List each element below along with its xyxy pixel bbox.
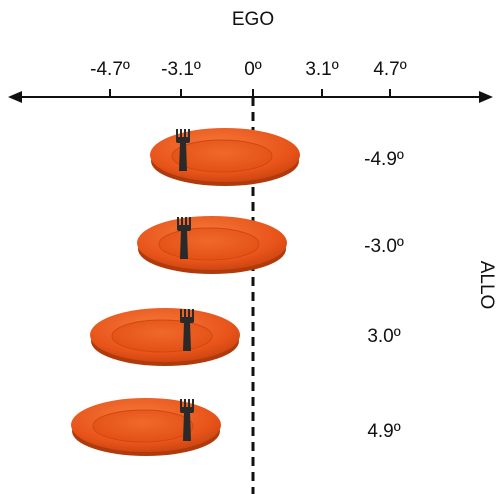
fork-tine	[188, 399, 190, 409]
plate-with-fork	[137, 216, 287, 274]
fork-handle	[179, 142, 187, 171]
content: -4.7º -3.1º 0º 3.1º 4.7º -4.9º -3.0º 3.0º 4.9º	[71, 59, 407, 456]
allo-row-label: -4.9º	[364, 149, 404, 170]
allo-label: ALLO	[476, 261, 497, 310]
plate-well	[172, 140, 272, 172]
plate-well	[112, 320, 212, 352]
fork-tine	[184, 309, 186, 319]
fork-tine	[176, 129, 178, 139]
fork-tine	[180, 129, 182, 139]
fork-handle	[183, 412, 191, 441]
ego-tick-label: -3.1º	[161, 59, 201, 80]
axis-arrow-left	[8, 91, 22, 103]
plate-well	[93, 410, 193, 442]
diagram: EGO ALLO -4.7º -3.1º 0º 3.1º 4.7º -4.9º -3.0º 3…	[0, 0, 501, 494]
fork-handle	[183, 322, 191, 351]
fork-tine	[181, 217, 183, 227]
fork-tine	[177, 217, 179, 227]
ego-label: EGO	[232, 9, 274, 30]
plate-with-fork	[90, 308, 240, 366]
fork-handle	[180, 230, 188, 259]
ego-tick-label: 0º	[244, 59, 262, 80]
ego-tick-label: 3.1º	[305, 59, 338, 80]
fork-tine	[192, 309, 194, 319]
fork-tine	[192, 399, 194, 409]
plate-well	[159, 228, 259, 260]
fork-tine	[189, 217, 191, 227]
fork-tine	[185, 217, 187, 227]
fork-tine	[188, 129, 190, 139]
fork-tine	[184, 399, 186, 409]
page: EGO ALLO -4.7º -3.1º 0º 3.1º 4.7º -4.9º -3.0º 3…	[0, 0, 501, 494]
allo-row-label: -3.0º	[364, 236, 404, 257]
plate-with-fork	[71, 398, 221, 456]
fork-tine	[180, 399, 182, 409]
fork-tine	[184, 129, 186, 139]
fork-tine	[188, 309, 190, 319]
axis-arrow-right	[479, 91, 493, 103]
ego-tick-label: 4.7º	[373, 59, 406, 80]
ego-tick-label: -4.7º	[90, 59, 130, 80]
allo-row-label: 3.0º	[367, 326, 400, 347]
fork-tine	[180, 309, 182, 319]
plate-with-fork	[150, 128, 300, 186]
allo-row-label: 4.9º	[367, 421, 400, 442]
